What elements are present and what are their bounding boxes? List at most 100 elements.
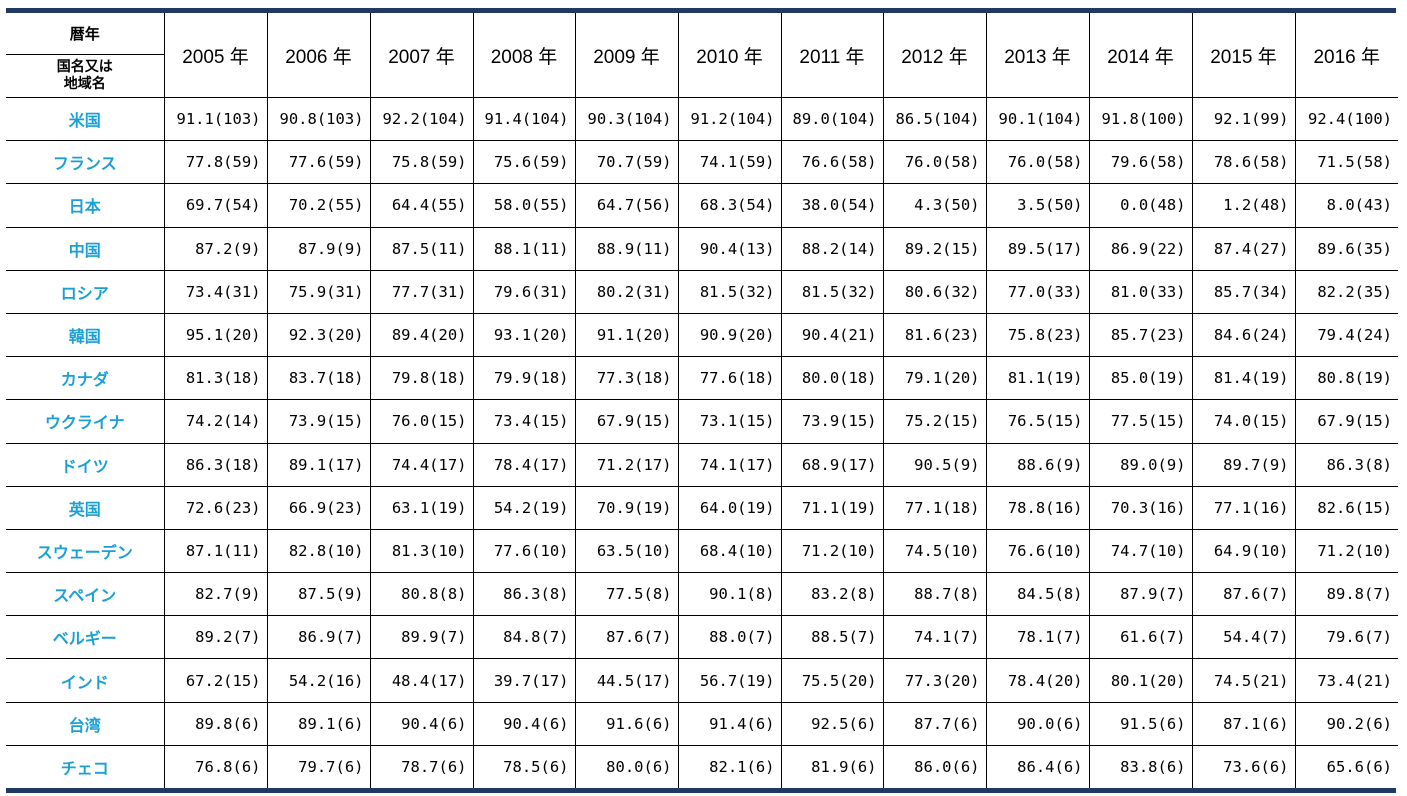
value-cell: 3.5(50) xyxy=(985,183,1090,228)
value-cell: 44.5(17) xyxy=(574,658,679,703)
value-cell: 87.1(6) xyxy=(1191,701,1296,746)
value-cell: 88.6(9) xyxy=(985,442,1090,487)
value-cell: 87.7(6) xyxy=(882,701,987,746)
value-cell: 73.6(6) xyxy=(1191,744,1296,788)
value-cell: 74.7(10) xyxy=(1088,528,1193,574)
value-cell: 79.6(58) xyxy=(1088,140,1193,185)
capacity-factor-table-frame: 暦年 国名又は 地域名 2005 年 2006 年 2007 年 2008 年 2009… xyxy=(6,8,1398,793)
value-cell: 87.6(7) xyxy=(574,615,679,660)
capacity-factor-table: 暦年 国名又は 地域名 2005 年 2006 年 2007 年 2008 年 2009… xyxy=(6,13,1398,788)
value-cell: 74.0(15) xyxy=(1191,399,1296,444)
country-name-cell: ウクライナ xyxy=(6,399,165,444)
value-cell: 82.6(15) xyxy=(1294,485,1398,530)
value-cell: 80.1(20) xyxy=(1088,658,1193,703)
year-header-cell: 2015 年 xyxy=(1191,13,1296,98)
country-name-cell: 台湾 xyxy=(6,701,165,746)
value-cell: 89.7(9) xyxy=(1191,442,1296,487)
value-cell: 79.4(24) xyxy=(1294,312,1398,358)
value-cell: 86.5(104) xyxy=(882,96,987,142)
value-cell: 81.1(19) xyxy=(985,356,1090,401)
value-cell: 80.8(8) xyxy=(369,572,474,617)
value-cell: 73.4(31) xyxy=(163,269,268,314)
table-row: 日本 69.7(54) 70.2(55) 64.4(55) 58.0(55) 64.7(5… xyxy=(6,183,1398,228)
value-cell: 79.7(6) xyxy=(266,744,371,788)
table-row: 中国 87.2(9) 87.9(9) 87.5(11) 88.1(11) 88.9(11)… xyxy=(6,226,1398,271)
value-cell: 75.2(15) xyxy=(882,399,987,444)
value-cell: 91.1(103) xyxy=(163,96,268,142)
table-row: チェコ 76.8(6) 79.7(6) 78.7(6) 78.5(6) 80.0(6) 82… xyxy=(6,744,1398,788)
value-cell: 77.7(31) xyxy=(369,269,474,314)
value-cell: 91.8(100) xyxy=(1088,96,1193,142)
value-cell: 80.6(32) xyxy=(882,269,987,314)
value-cell: 78.1(7) xyxy=(985,615,1090,660)
value-cell: 79.6(31) xyxy=(472,269,576,314)
value-cell: 90.4(21) xyxy=(780,312,884,358)
country-name-cell: ベルギー xyxy=(6,615,165,660)
value-cell: 67.9(15) xyxy=(1294,399,1398,444)
table-row: ウクライナ 74.2(14) 73.9(15) 76.0(15) 73.4(15) 67.… xyxy=(6,399,1398,444)
value-cell: 86.9(7) xyxy=(266,615,371,660)
value-cell: 76.6(58) xyxy=(780,140,884,185)
value-cell: 76.0(15) xyxy=(369,399,474,444)
value-cell: 81.4(19) xyxy=(1191,356,1296,401)
value-cell: 77.3(18) xyxy=(574,356,679,401)
value-cell: 90.2(6) xyxy=(1294,701,1398,746)
value-cell: 75.8(23) xyxy=(985,312,1090,358)
year-header-cell: 2014 年 xyxy=(1088,13,1193,98)
value-cell: 92.3(20) xyxy=(266,312,371,358)
value-cell: 78.6(58) xyxy=(1191,140,1296,185)
value-cell: 77.1(16) xyxy=(1191,485,1296,530)
value-cell: 81.9(6) xyxy=(780,744,884,788)
value-cell: 69.7(54) xyxy=(163,183,268,228)
value-cell: 90.4(6) xyxy=(369,701,474,746)
value-cell: 78.8(16) xyxy=(985,485,1090,530)
value-cell: 77.1(18) xyxy=(882,485,987,530)
value-cell: 65.6(6) xyxy=(1294,744,1398,788)
year-header-cell: 2013 年 xyxy=(985,13,1090,98)
value-cell: 67.2(15) xyxy=(163,658,268,703)
value-cell: 83.8(6) xyxy=(1088,744,1193,788)
value-cell: 8.0(43) xyxy=(1294,183,1398,228)
value-cell: 73.9(15) xyxy=(780,399,884,444)
year-header-cell: 2011 年 xyxy=(780,13,884,98)
value-cell: 68.4(10) xyxy=(677,528,782,574)
value-cell: 89.9(7) xyxy=(369,615,474,660)
table-row: ベルギー 89.2(7) 86.9(7) 89.9(7) 84.8(7) 87.6(7) 8… xyxy=(6,615,1398,660)
value-cell: 83.7(18) xyxy=(266,356,371,401)
value-cell: 86.3(8) xyxy=(1294,442,1398,487)
value-cell: 76.0(58) xyxy=(882,140,987,185)
value-cell: 74.5(21) xyxy=(1191,658,1296,703)
value-cell: 72.6(23) xyxy=(163,485,268,530)
country-name-cell: インド xyxy=(6,658,165,703)
country-name-cell: 韓国 xyxy=(6,312,165,358)
value-cell: 70.9(19) xyxy=(574,485,679,530)
value-cell: 84.5(8) xyxy=(985,572,1090,617)
value-cell: 89.1(17) xyxy=(266,442,371,487)
corner-header-cell: 暦年 国名又は 地域名 xyxy=(6,13,165,98)
value-cell: 86.0(6) xyxy=(882,744,987,788)
value-cell: 71.2(17) xyxy=(574,442,679,487)
value-cell: 73.1(15) xyxy=(677,399,782,444)
value-cell: 84.6(24) xyxy=(1191,312,1296,358)
table-row: スウェーデン 87.1(11) 82.8(10) 81.3(10) 77.6(10) 63… xyxy=(6,528,1398,574)
value-cell: 81.3(18) xyxy=(163,356,268,401)
value-cell: 76.0(58) xyxy=(985,140,1090,185)
value-cell: 86.3(18) xyxy=(163,442,268,487)
table-row: フランス 77.8(59) 77.6(59) 75.8(59) 75.6(59) 70.7… xyxy=(6,140,1398,185)
value-cell: 80.0(18) xyxy=(780,356,884,401)
year-header-cell: 2010 年 xyxy=(677,13,782,98)
value-cell: 71.2(10) xyxy=(780,528,884,574)
value-cell: 75.5(20) xyxy=(780,658,884,703)
value-cell: 64.9(10) xyxy=(1191,528,1296,574)
value-cell: 92.5(6) xyxy=(780,701,884,746)
value-cell: 88.0(7) xyxy=(677,615,782,660)
value-cell: 88.9(11) xyxy=(574,226,679,271)
value-cell: 78.4(17) xyxy=(472,442,576,487)
bottom-rule xyxy=(6,788,1396,793)
value-cell: 48.4(17) xyxy=(369,658,474,703)
value-cell: 4.3(50) xyxy=(882,183,987,228)
value-cell: 89.8(7) xyxy=(1294,572,1398,617)
value-cell: 74.5(10) xyxy=(882,528,987,574)
value-cell: 64.0(19) xyxy=(677,485,782,530)
value-cell: 71.1(19) xyxy=(780,485,884,530)
